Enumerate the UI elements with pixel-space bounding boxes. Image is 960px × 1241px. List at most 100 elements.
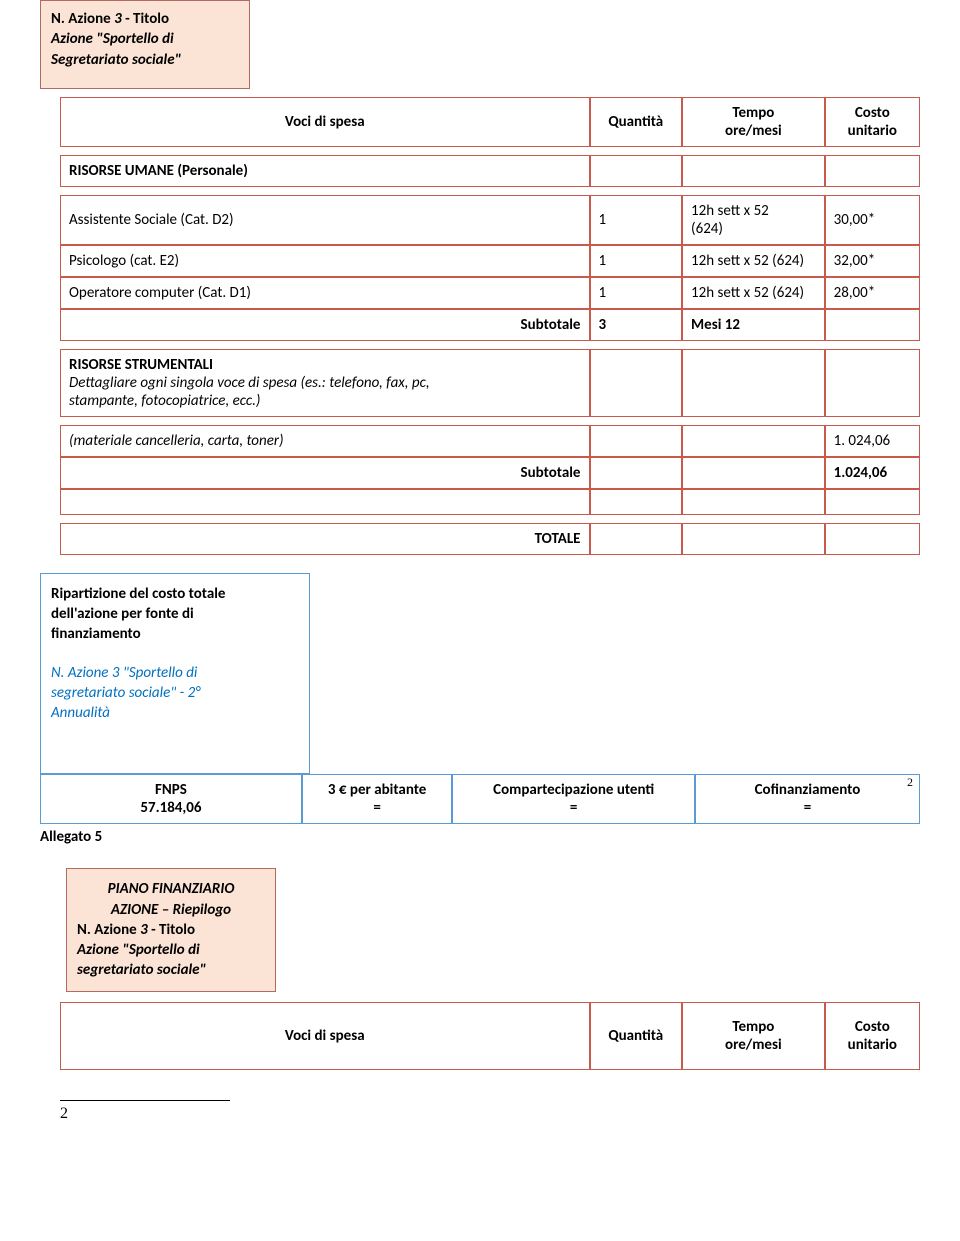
empty-cell — [682, 349, 825, 417]
empty-cell — [60, 489, 590, 515]
th2-tempo: Tempo ore/mesi — [682, 1002, 825, 1070]
hdr-num: 3 — [114, 10, 122, 28]
page: N. Azione 3 - Titolo Azione "Sportello d… — [0, 0, 960, 1143]
row-label: (materiale cancelleria, carta, toner) — [60, 425, 590, 457]
th2-costo-l2: unitario — [848, 1036, 897, 1054]
subtotale-qty: 3 — [590, 309, 683, 341]
footnote-separator — [60, 1100, 230, 1101]
fin-cofinanziamento: 2 Cofinanziamento = — [695, 774, 920, 824]
table-header-row: Voci di spesa Quantità Tempo ore/mesi Co… — [60, 97, 920, 147]
tempo-l1: 12h sett x 52 — [691, 202, 769, 220]
fin-per-abitante: 3 € per abitante = — [302, 774, 453, 824]
ripart-sub-l1: N. Azione 3 "Sportello di — [51, 663, 299, 683]
row-qty: 1 — [590, 277, 683, 309]
fin-c-l2: = — [570, 799, 577, 817]
row-qty: 1 — [590, 245, 683, 277]
table2-header-row: Voci di spesa Quantità Tempo ore/mesi Co… — [60, 1002, 920, 1070]
footnote-ref: 2 — [907, 775, 913, 790]
row-costo: 28,00* — [825, 277, 920, 309]
subtotale-costo — [825, 309, 920, 341]
fin-b-l2: = — [373, 799, 380, 817]
page-number: 2 — [60, 1105, 920, 1123]
th-voci: Voci di spesa — [60, 97, 590, 147]
piano-l1-suffix: - Titolo — [148, 921, 195, 939]
subtotale-costo: 1.024,06 — [825, 457, 920, 489]
piano-l2: Azione "Sportello di — [77, 940, 265, 960]
empty-cell — [590, 349, 683, 417]
th2-tempo-l1: Tempo — [725, 1018, 782, 1036]
row-tempo: 12h sett x 52 (624) — [682, 277, 825, 309]
th-tempo-l2: ore/mesi — [725, 122, 782, 140]
piano-t1: PIANO FINANZIARIO — [77, 879, 265, 899]
section2-sub-l2: stampante, fotocopiatrice, ecc.) — [69, 392, 260, 410]
ripartizione-box: Ripartizione del costo totale dell'azion… — [40, 573, 310, 775]
empty-cell — [682, 155, 825, 187]
row-qty: 1 — [590, 195, 683, 245]
action-header-box: N. Azione 3 - Titolo Azione "Sportello d… — [40, 0, 250, 89]
piano-l3: segretariato sociale" — [77, 960, 265, 980]
subtotale-row: Subtotale 1.024,06 — [60, 457, 920, 489]
table-row: Psicologo (cat. E2) 1 12h sett x 52 (624… — [60, 245, 920, 277]
fin-a-l1: FNPS — [155, 781, 187, 799]
fin-d-l2: = — [804, 799, 811, 817]
subtotale-tempo: Mesi 12 — [682, 309, 825, 341]
fin-compartecipazione: Compartecipazione utenti = — [452, 774, 695, 824]
ripart-l2: dell'azione per fonte di — [51, 604, 299, 624]
th2-costo: Costo unitario — [825, 1002, 920, 1070]
row-tempo: 12h sett x 52 (624) — [682, 195, 825, 245]
hdr-suffix: - Titolo — [122, 10, 169, 28]
empty-cell — [682, 523, 825, 555]
piano-l1-prefix: N. Azione — [77, 921, 140, 939]
th-tempo: Tempo ore/mesi — [682, 97, 825, 147]
ripart-l1: Ripartizione del costo totale — [51, 584, 299, 604]
row-label: Assistente Sociale (Cat. D2) — [60, 195, 590, 245]
th-costo-l2: unitario — [848, 122, 897, 140]
tempo-l2: (624) — [691, 220, 769, 238]
fin-c-l1: Compartecipazione utenti — [493, 781, 654, 799]
table-row: (materiale cancelleria, carta, toner) 1.… — [60, 425, 920, 457]
subtotale-qty — [590, 457, 683, 489]
row-label: Operatore computer (Cat. D1) — [60, 277, 590, 309]
empty-cell — [825, 489, 920, 515]
fin-a-l2: 57.184,06 — [140, 799, 201, 817]
piano-t2: AZIONE – Riepilogo — [77, 900, 265, 920]
totale-row: TOTALE — [60, 523, 920, 555]
subtotale-label: Subtotale — [60, 457, 590, 489]
table-row: Operatore computer (Cat. D1) 1 12h sett … — [60, 277, 920, 309]
empty-cell — [825, 155, 920, 187]
empty-cell — [590, 155, 683, 187]
financing-row: FNPS 57.184,06 3 € per abitante = Compar… — [40, 774, 920, 824]
totale-label: TOTALE — [60, 523, 590, 555]
fin-b-l1: 3 € per abitante — [328, 781, 426, 799]
row-qty — [590, 425, 683, 457]
th-costo-l1: Costo — [848, 104, 897, 122]
empty-cell — [590, 489, 683, 515]
ripart-sub-l2: segretariato sociale" - 2° — [51, 683, 299, 703]
th-quantita: Quantità — [590, 97, 683, 147]
empty-cell — [825, 349, 920, 417]
hdr-line3: Segretariato sociale" — [51, 50, 239, 70]
section-risorse-umane: RISORSE UMANE (Personale) — [60, 155, 920, 187]
row-label: Psicologo (cat. E2) — [60, 245, 590, 277]
hdr-prefix: N. Azione — [51, 10, 114, 28]
section2-title: RISORSE STRUMENTALI — [69, 356, 213, 374]
main-table: Voci di spesa Quantità Tempo ore/mesi Co… — [60, 97, 920, 555]
table-row: Assistente Sociale (Cat. D2) 1 12h sett … — [60, 195, 920, 245]
section2-sub-l1: Dettagliare ogni singola voce di spesa (… — [69, 374, 430, 392]
empty-cell — [825, 523, 920, 555]
empty-cell — [682, 489, 825, 515]
subtotale-label: Subtotale — [60, 309, 590, 341]
ripart-sub-l3: Annualità — [51, 703, 299, 723]
empty-cell — [590, 523, 683, 555]
ripart-l3: finanziamento — [51, 624, 299, 644]
row-tempo — [682, 425, 825, 457]
row-costo: 32,00* — [825, 245, 920, 277]
th2-voci: Voci di spesa — [60, 1002, 590, 1070]
th-costo: Costo unitario — [825, 97, 920, 147]
row-costo: 1. 024,06 — [825, 425, 920, 457]
section1-title: RISORSE UMANE (Personale) — [60, 155, 590, 187]
row-costo: 30,00* — [825, 195, 920, 245]
row-tempo: 12h sett x 52 (624) — [682, 245, 825, 277]
piano-l1-num: 3 — [140, 921, 148, 939]
hdr-line2: Azione "Sportello di — [51, 29, 239, 49]
